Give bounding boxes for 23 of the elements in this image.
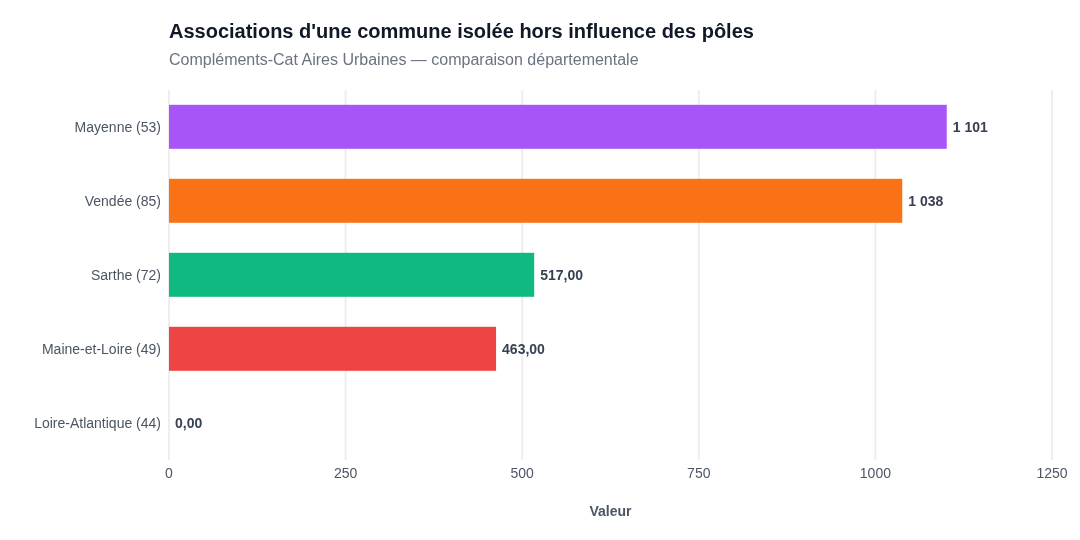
y-tick-label: Vendée (85) bbox=[84, 192, 161, 209]
data-label: 463,00 bbox=[502, 340, 546, 357]
data-label: 1 101 bbox=[952, 118, 988, 135]
data-label: 0,00 bbox=[175, 414, 203, 431]
chart-title: Associations d'une commune isolée hors influence des pôles bbox=[169, 20, 754, 43]
x-tick-label: 1250 bbox=[1036, 464, 1068, 481]
x-tick-label: 750 bbox=[687, 464, 711, 481]
data-label: 1 038 bbox=[908, 192, 944, 209]
y-tick-label: Mayenne (53) bbox=[74, 118, 161, 135]
bar bbox=[169, 104, 947, 149]
x-tick-label: 1000 bbox=[859, 464, 892, 481]
y-tick-label: Maine-et-Loire (49) bbox=[41, 340, 161, 357]
data-label: 517,00 bbox=[540, 266, 584, 283]
x-tick-label: 500 bbox=[510, 464, 535, 481]
bar bbox=[169, 178, 903, 223]
y-tick-label: Loire-Atlantique (44) bbox=[34, 414, 161, 431]
bar bbox=[169, 326, 497, 371]
chart-subtitle: Compléments-Cat Aires Urbaines — comparaison départementale bbox=[169, 51, 639, 69]
x-axis-title: Valeur bbox=[589, 503, 633, 519]
bar bbox=[169, 252, 535, 297]
x-tick-label: 250 bbox=[333, 464, 358, 481]
y-tick-label: Sarthe (72) bbox=[90, 266, 161, 283]
x-tick-label: 0 bbox=[165, 464, 174, 481]
